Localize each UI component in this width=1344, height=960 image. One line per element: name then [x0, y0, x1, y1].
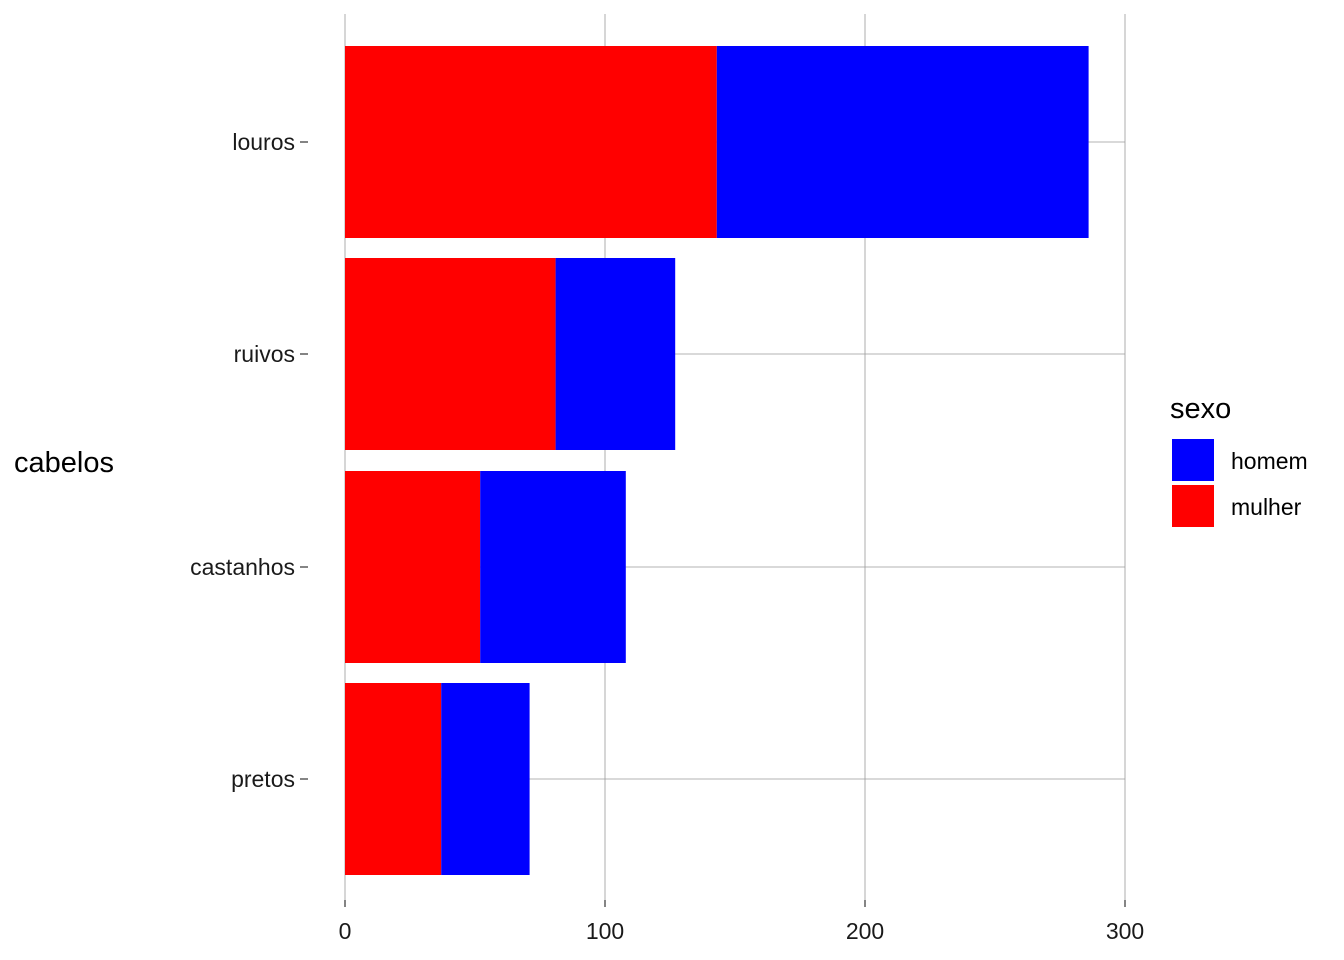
y-tick-label: louros — [232, 129, 295, 155]
bar-homem-castanhos — [480, 471, 626, 663]
bar-homem-pretos — [441, 683, 530, 875]
bar-mulher-ruivos — [345, 258, 556, 450]
y-tick-label: ruivos — [234, 341, 295, 367]
legend-label-homem: homem — [1231, 448, 1308, 474]
legend-swatch-homem — [1172, 439, 1214, 481]
legend-title: sexo — [1170, 393, 1231, 425]
x-tick-label: 100 — [586, 918, 624, 944]
bar-homem-ruivos — [555, 258, 676, 450]
x-tick-label: 300 — [1106, 918, 1144, 944]
y-tick-label: pretos — [231, 766, 295, 792]
bar-mulher-castanhos — [345, 471, 481, 663]
y-axis: louros ruivos castanhos pretos — [190, 129, 308, 792]
y-tick-label: castanhos — [190, 554, 295, 580]
y-axis-title: cabelos — [14, 447, 114, 479]
legend-label-mulher: mulher — [1231, 494, 1302, 520]
bar-mulher-pretos — [345, 683, 442, 875]
legend: sexo homem mulher — [1170, 393, 1308, 527]
bar-mulher-louros — [345, 46, 717, 238]
x-tick-label: 200 — [846, 918, 884, 944]
bar-homem-louros — [716, 46, 1089, 238]
x-tick-label: 0 — [339, 918, 352, 944]
legend-swatch-mulher — [1172, 485, 1214, 527]
bars — [345, 46, 1089, 875]
x-axis: 0 100 200 300 — [339, 900, 1144, 944]
